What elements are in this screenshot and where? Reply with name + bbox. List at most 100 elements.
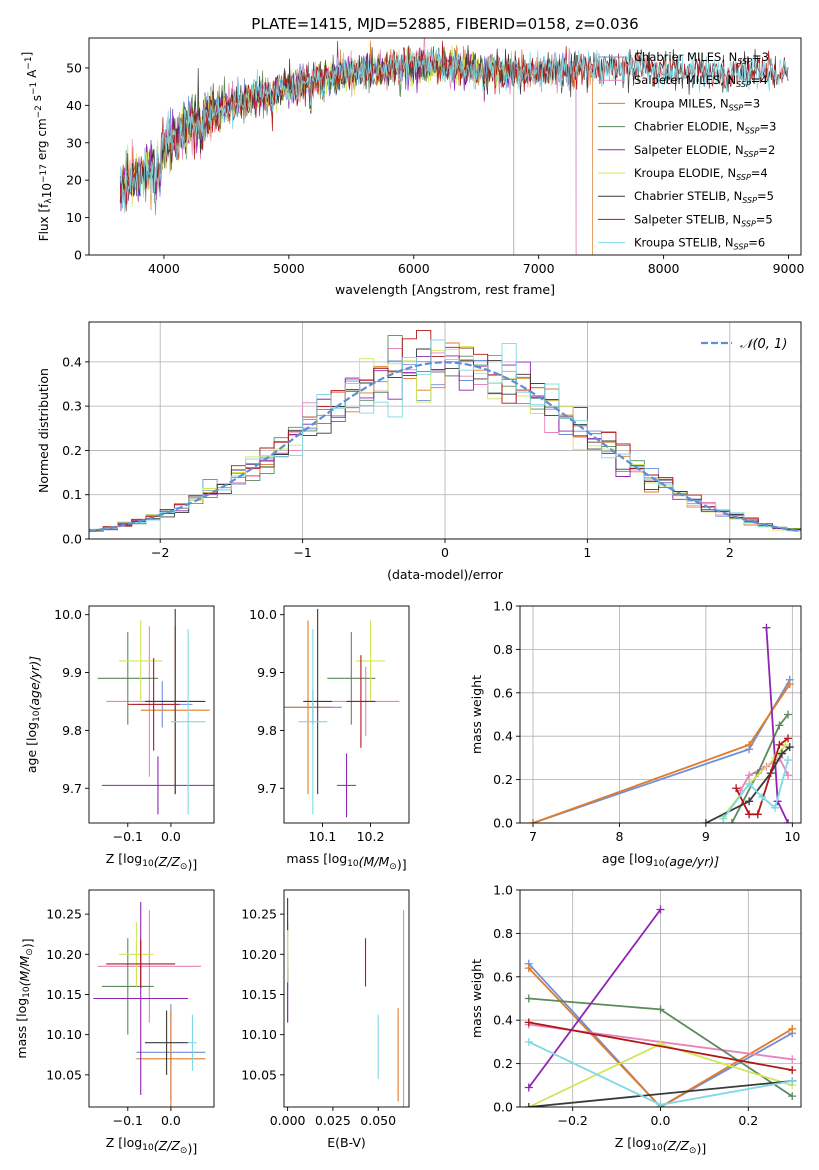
weight-line: [528, 967, 793, 1107]
plot-area: [89, 329, 801, 539]
x-tick-label: 10: [784, 829, 800, 844]
y-tick-label: 0.6: [493, 969, 513, 984]
normal-curve: [89, 361, 801, 533]
y-tick-label: 30: [66, 135, 82, 150]
legend-entry: Salpeter STELIB, NSSP=5: [634, 212, 773, 228]
y-tick-label: 10.0: [54, 607, 82, 622]
weight-marker: [524, 1037, 533, 1046]
y-tick-label: 10.05: [241, 1067, 277, 1082]
weight-marker: [745, 740, 754, 749]
weight-marker: [745, 810, 754, 819]
weight-marker: [785, 743, 794, 752]
ticks: −0.1 0.0 10.05 10.10 10.15 10.20 10.25: [46, 907, 181, 1128]
x-tick-label: 0.025: [315, 1113, 351, 1128]
spectrum-line: [119, 46, 789, 214]
x-tick-label: 0.0: [161, 829, 181, 844]
x-tick-label: 0.0: [651, 1113, 671, 1128]
legend-entry: Salpeter ELODIE, NSSP=2: [634, 143, 775, 159]
weight-marker: [762, 623, 771, 632]
y-axis-label: mass weight: [469, 959, 484, 1038]
y-tick-label: 0.4: [493, 1013, 513, 1028]
x-tick-label: −0.2: [558, 1113, 588, 1128]
ticks: 4000 5000 6000 7000 8000 9000 0 10 20 30 40 50: [66, 60, 804, 276]
y-tick-label: 0.1: [62, 487, 82, 502]
weight-marker: [784, 771, 793, 780]
y-tick-label: 0.6: [493, 685, 513, 700]
x-axis-label: Z [log10(Z/Z⊙)]: [106, 851, 197, 872]
plot-area: [93, 902, 206, 1107]
y-tick-label: 0.2: [493, 772, 513, 787]
y-tick-label: 50: [66, 60, 82, 75]
weight-marker: [777, 749, 786, 758]
y-tick-label: 0.0: [493, 1100, 513, 1115]
weight-marker: [719, 814, 728, 823]
weight-marker: [745, 771, 754, 780]
weight-marker: [784, 734, 793, 743]
spectrum-panel: 4000 5000 6000 7000 8000 9000 0 10 20 30 40 50 Flux …: [20, 37, 804, 297]
plot-area: [284, 608, 400, 818]
weight-marker: [656, 1100, 665, 1107]
weight-line: [528, 1021, 793, 1071]
ticks: −2 −1 0 1 2 0.0 0.1 0.2 0.3 0.4: [62, 354, 734, 560]
y-tick-label: 10.05: [46, 1067, 82, 1082]
y-tick-label: 20: [66, 173, 82, 188]
legend-entry: Chabrier ELODIE, NSSP=3: [634, 120, 776, 136]
residuals-panel: −2 −1 0 1 2 0.0 0.1 0.2 0.3 0.4 𝒩(0, 1) Normed dist…: [36, 321, 802, 582]
y-tick-label: 10.20: [46, 947, 82, 962]
weight-marker: [788, 1066, 797, 1075]
x-tick-label: 0.2: [738, 1113, 758, 1128]
y-axis-label: mass weight: [469, 675, 484, 754]
weight-line: [528, 963, 793, 1107]
axes-frame: [88, 889, 215, 1108]
y-tick-label: 10.25: [241, 907, 277, 922]
x-tick-label: 1: [583, 545, 591, 560]
legend-entry: 𝒩(0, 1): [740, 337, 787, 352]
plot-area: [524, 905, 797, 1107]
x-tick-label: −0.1: [113, 829, 143, 844]
weight-marker: [745, 779, 754, 788]
weight-marker: [701, 819, 710, 823]
y-tick-label: 40: [66, 98, 82, 113]
mass-vs-extinction-panel: 0.000 0.025 0.050 10.05 10.10 10.15 10.20 10.25…: [241, 889, 410, 1150]
y-tick-label: 10.15: [46, 987, 82, 1002]
weight-marker: [524, 994, 533, 1003]
weight-marker: [775, 721, 784, 730]
x-axis-label: Z [log10(Z/Z⊙)]: [106, 1135, 197, 1156]
x-tick-label: 0.050: [360, 1113, 396, 1128]
weight-vs-metallicity-panel: −0.2 0.0 0.2 0.0 0.2 0.4 0.6 0.8 1.0 mass weight Z…: [469, 883, 802, 1156]
weight-marker: [785, 680, 794, 689]
weight-marker: [524, 1083, 533, 1092]
y-tick-label: 10.25: [46, 907, 82, 922]
x-axis-label: wavelength [Angstrom, rest frame]: [335, 282, 555, 297]
y-tick-label: 9.9: [62, 665, 82, 680]
legend: Chabrier MILES, NSSP=3 Salpeter MILES, NS…: [598, 50, 776, 252]
axes-frame: [88, 605, 215, 824]
axes-frame: [519, 605, 802, 824]
ticks: 7 8 9 10 0.0 0.2 0.4 0.6 0.8 1.0: [493, 599, 800, 845]
plot-area: [528, 623, 794, 823]
legend-entry: Chabrier MILES, NSSP=3: [634, 50, 769, 66]
age-vs-mass-panel: 10.1 10.2 9.7 9.8 9.9 10.0 mass [log10(M/M⊙)]: [249, 605, 410, 872]
weight-marker: [656, 1005, 665, 1014]
x-axis-label: (data-model)/error: [387, 567, 504, 582]
weight-marker: [771, 803, 780, 812]
y-tick-label: 0.3: [62, 399, 82, 414]
y-tick-label: 0.0: [62, 532, 82, 547]
legend-entry: Kroupa ELODIE, NSSP=4: [634, 166, 768, 182]
y-tick-label: 0.4: [62, 354, 82, 369]
x-tick-label: 6000: [398, 261, 430, 276]
y-tick-label: 9.9: [257, 665, 277, 680]
weight-marker: [788, 1076, 797, 1085]
y-tick-label: 10.10: [241, 1027, 277, 1042]
y-tick-label: 0.2: [62, 443, 82, 458]
y-axis-label: age [log10(age/yr)]: [24, 656, 42, 773]
y-tick-label: 9.7: [257, 781, 277, 796]
x-tick-label: −1: [293, 545, 311, 560]
weight-marker: [524, 964, 533, 973]
plot-area: [119, 38, 789, 255]
legend: 𝒩(0, 1): [701, 337, 787, 352]
x-tick-label: 8000: [648, 261, 680, 276]
x-axis-label: Z [log10(Z/Z⊙)]: [615, 1135, 706, 1156]
weight-marker: [788, 1055, 797, 1064]
y-tick-label: 10.10: [46, 1027, 82, 1042]
